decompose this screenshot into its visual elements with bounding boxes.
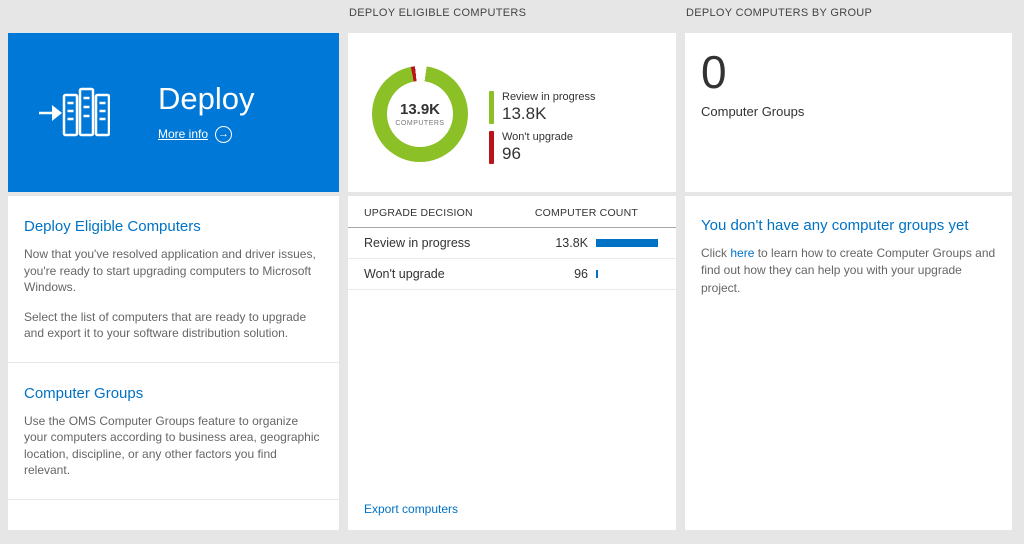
table-header: UPGRADE DECISION COMPUTER COUNT xyxy=(348,196,676,228)
column-header-computer-count: COMPUTER COUNT xyxy=(534,207,638,219)
export-computers-link[interactable]: Export computers xyxy=(364,502,459,516)
computer-groups-empty-panel: You don't have any computer groups yet C… xyxy=(685,196,1012,530)
donut-center: 13.9K COMPUTERS xyxy=(387,81,453,147)
deploy-eligible-paragraph-2: Select the list of computers that are re… xyxy=(24,309,307,341)
count-bar-track xyxy=(596,239,660,247)
legend-item-wont-upgrade: Won't upgrade 96 xyxy=(489,131,596,164)
deploy-description-panel: Deploy Eligible Computers Now that you'v… xyxy=(8,196,339,530)
computer-groups-count: 0 xyxy=(701,46,727,98)
row-value: 96 xyxy=(574,267,588,281)
arrow-circle-icon: → xyxy=(215,125,233,143)
computer-groups-count-label: Computer Groups xyxy=(701,103,805,119)
more-info-link[interactable]: More info → xyxy=(158,125,255,143)
panel-spacer xyxy=(348,290,676,490)
deploy-icon xyxy=(39,87,110,136)
deploy-eligible-computers-tile[interactable]: 13.9K COMPUTERS Review in progress 13.8K… xyxy=(348,33,676,192)
deploy-tile[interactable]: Deploy More info → xyxy=(8,33,339,192)
text-before-link: Click xyxy=(701,246,731,260)
legend-color-bar-green xyxy=(489,91,494,124)
computer-groups-heading: Computer Groups xyxy=(24,384,144,402)
row-label: Won't upgrade xyxy=(364,267,445,281)
table-row-wont-upgrade[interactable]: Won't upgrade 96 xyxy=(348,259,676,290)
row-value: 13.8K xyxy=(555,236,588,250)
donut-center-value: 13.9K xyxy=(399,101,441,118)
page-title: Deploy xyxy=(158,81,255,117)
legend-color-bar-red xyxy=(489,131,494,164)
empty-state-text: Click here to learn how to create Comput… xyxy=(701,245,996,297)
legend-item-review-in-progress: Review in progress 13.8K xyxy=(489,91,596,124)
column-header-upgrade-decision: UPGRADE DECISION xyxy=(364,207,473,219)
deploy-eligible-paragraph-1: Now that you've resolved application and… xyxy=(24,247,316,295)
text-after-link: to learn how to create Computer Groups a… xyxy=(701,246,996,295)
donut-chart: 13.9K COMPUTERS xyxy=(372,66,468,162)
legend-value: 96 xyxy=(502,144,521,163)
more-info-label: More info xyxy=(158,127,209,142)
row-label: Review in progress xyxy=(364,236,471,250)
computer-groups-paragraph: Use the OMS Computer Groups feature to o… xyxy=(24,413,320,478)
computer-groups-count-tile[interactable]: 0 Computer Groups xyxy=(685,33,1012,192)
here-link[interactable]: here xyxy=(730,246,755,260)
count-bar xyxy=(596,270,598,278)
deploy-eligible-heading: Deploy Eligible Computers xyxy=(24,218,201,235)
donut-center-label: COMPUTERS xyxy=(395,120,445,127)
count-bar-track xyxy=(596,270,660,278)
computer-groups-section: Computer Groups Use the OMS Computer Gro… xyxy=(8,363,339,500)
upgrade-decision-panel: UPGRADE DECISION COMPUTER COUNT Review i… xyxy=(348,196,676,530)
legend-label: Review in progress xyxy=(502,91,596,103)
deploy-eligible-section: Deploy Eligible Computers Now that you'v… xyxy=(8,196,339,363)
right-column-header: DEPLOY COMPUTERS BY GROUP xyxy=(686,7,873,19)
middle-column-header: DEPLOY ELIGIBLE COMPUTERS xyxy=(349,7,527,19)
legend-label: Won't upgrade xyxy=(502,131,574,143)
empty-state-heading: You don't have any computer groups yet xyxy=(701,217,969,234)
table-row-review-in-progress[interactable]: Review in progress 13.8K xyxy=(348,228,676,259)
legend-value: 13.8K xyxy=(502,104,547,123)
donut-legend: Review in progress 13.8K Won't upgrade 9… xyxy=(489,91,596,171)
count-bar xyxy=(596,239,659,247)
